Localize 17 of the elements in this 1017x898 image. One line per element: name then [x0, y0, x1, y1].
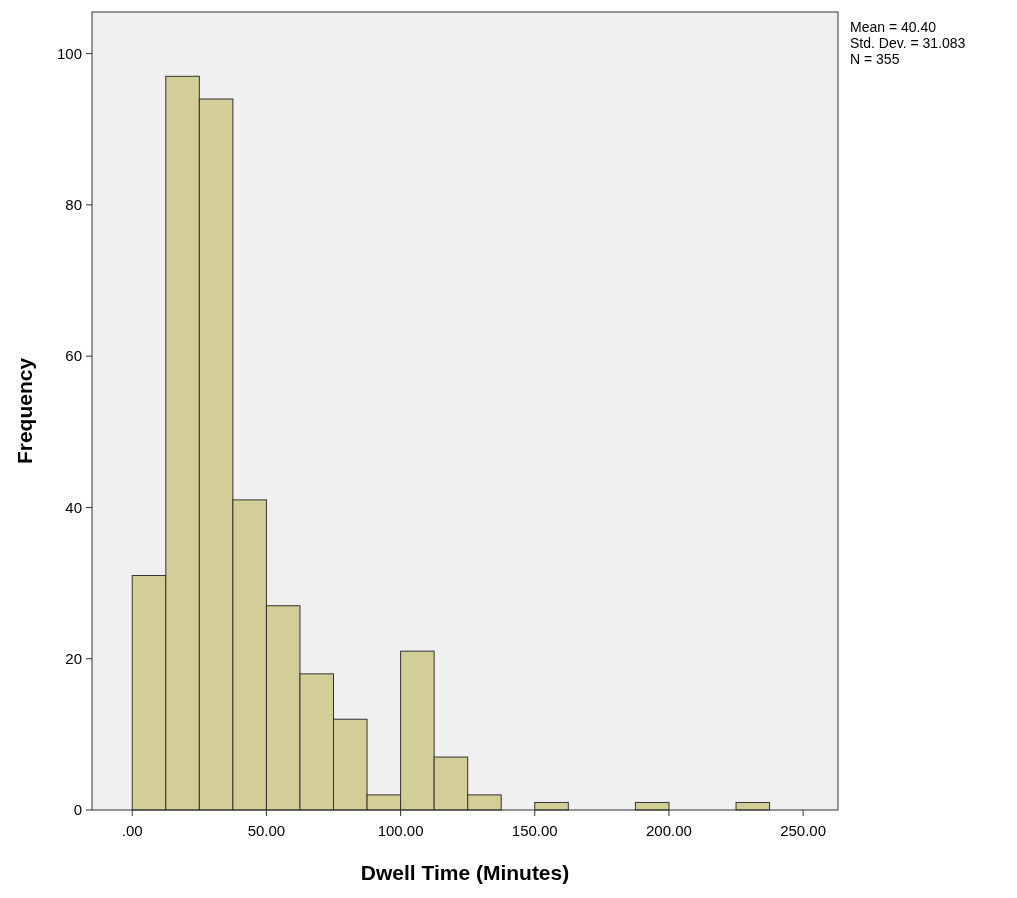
y-tick-label: 0: [73, 801, 82, 819]
x-tick-label: 150.00: [511, 822, 558, 839]
text: Mean = 40.40: [850, 19, 937, 35]
x-tick-label: .00: [121, 822, 143, 839]
y-tick-label: 100: [56, 44, 82, 62]
x-tick-label: 200.00: [646, 822, 692, 839]
x-tick-label: 100.00: [377, 822, 424, 839]
x-tick-label: 50.00: [247, 822, 286, 839]
y-tick-label: 40: [65, 498, 82, 516]
text: N = 355: [850, 51, 900, 67]
y-tick-label: 20: [65, 649, 82, 667]
x-axis-title: Dwell Time (Minutes): [360, 861, 570, 884]
text: Std. Dev. = 31.083: [850, 35, 966, 51]
y-axis-title: Frequency: [13, 357, 36, 465]
x-tick-label: 250.00: [780, 822, 827, 839]
y-tick-label: 60: [65, 347, 82, 365]
y-tick-label: 80: [65, 196, 82, 214]
